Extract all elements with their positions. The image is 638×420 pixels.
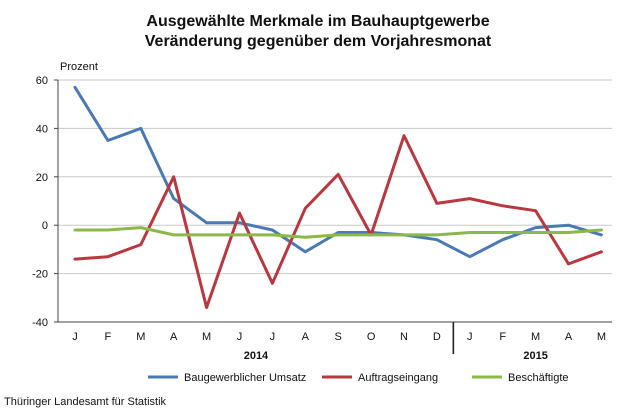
y-tick-label-3: 20	[36, 172, 48, 184]
x-tick-label-9: O	[367, 331, 376, 343]
x-tick-label-14: M	[531, 331, 540, 343]
series-lines	[73, 85, 603, 309]
x-tick-label-15: A	[565, 331, 573, 343]
y-axis-label: Prozent	[60, 61, 98, 73]
x-tick-label-5: J	[237, 331, 243, 343]
y-tick-label-2: 0	[42, 220, 48, 232]
y-tick-label-0: -40	[32, 317, 48, 329]
legend-label-2: Beschäftigte	[508, 372, 569, 384]
chart-title: Ausgewählte Merkmale im Bauhauptgewerbe	[146, 13, 489, 30]
series-line-2	[73, 226, 603, 239]
x-tick-label-1: F	[105, 331, 112, 343]
x-tick-label-7: A	[302, 331, 310, 343]
x-tick-label-16: M	[597, 331, 606, 343]
series-line-1	[73, 134, 603, 309]
year-label-2014: 2014	[244, 350, 269, 362]
x-tick-label-10: N	[400, 331, 408, 343]
x-tick-label-6: J	[270, 331, 276, 343]
x-tick-label-11: D	[433, 331, 441, 343]
legend: Baugewerblicher Umsatz Auftragseingang Bes…	[148, 372, 569, 384]
legend-label-1: Auftragseingang	[358, 372, 438, 384]
year-label-2015: 2015	[523, 350, 547, 362]
y-tick-label-1: -20	[32, 269, 48, 281]
x-tick-label-13: F	[499, 331, 506, 343]
y-tick-labels: -40 -20 0 20 40 60	[32, 75, 58, 329]
x-tick-label-3: A	[170, 331, 178, 343]
chart-subtitle: Veränderung gegenüber dem Vorjahresmonat	[145, 33, 492, 50]
series-line-0	[73, 85, 603, 259]
source-label: Thüringer Landesamt für Statistik	[4, 396, 167, 408]
year-labels: 2014 2015	[244, 322, 548, 362]
x-tick-label-8: S	[335, 331, 342, 343]
legend-label-0: Baugewerblicher Umsatz	[184, 372, 306, 384]
y-tick-label-5: 60	[36, 75, 48, 87]
x-tick-label-2: M	[136, 331, 145, 343]
x-tick-label-4: M	[202, 331, 211, 343]
y-tick-label-4: 40	[36, 123, 48, 135]
x-tick-label-0: J	[72, 331, 78, 343]
x-tick-label-12: J	[467, 331, 473, 343]
axes	[57, 80, 612, 323]
